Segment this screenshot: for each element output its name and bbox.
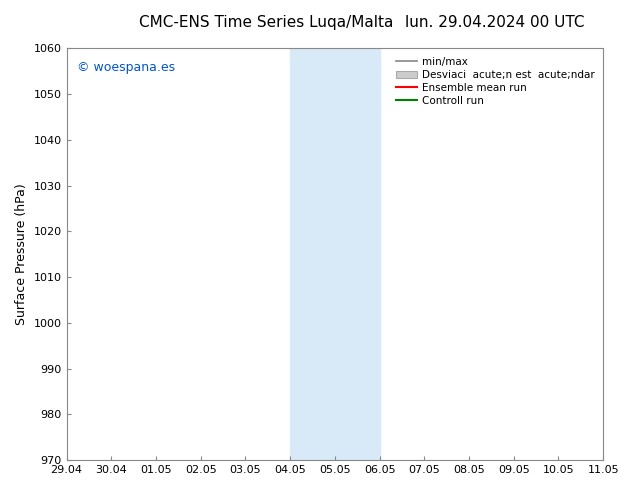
Text: © woespana.es: © woespana.es xyxy=(77,61,176,74)
Legend: min/max, Desviaci  acute;n est  acute;ndar, Ensemble mean run, Controll run: min/max, Desviaci acute;n est acute;ndar… xyxy=(393,53,598,109)
Text: CMC-ENS Time Series Luqa/Malta: CMC-ENS Time Series Luqa/Malta xyxy=(139,15,394,30)
Text: lun. 29.04.2024 00 UTC: lun. 29.04.2024 00 UTC xyxy=(404,15,585,30)
Bar xyxy=(290,49,380,460)
Y-axis label: Surface Pressure (hPa): Surface Pressure (hPa) xyxy=(15,183,28,325)
